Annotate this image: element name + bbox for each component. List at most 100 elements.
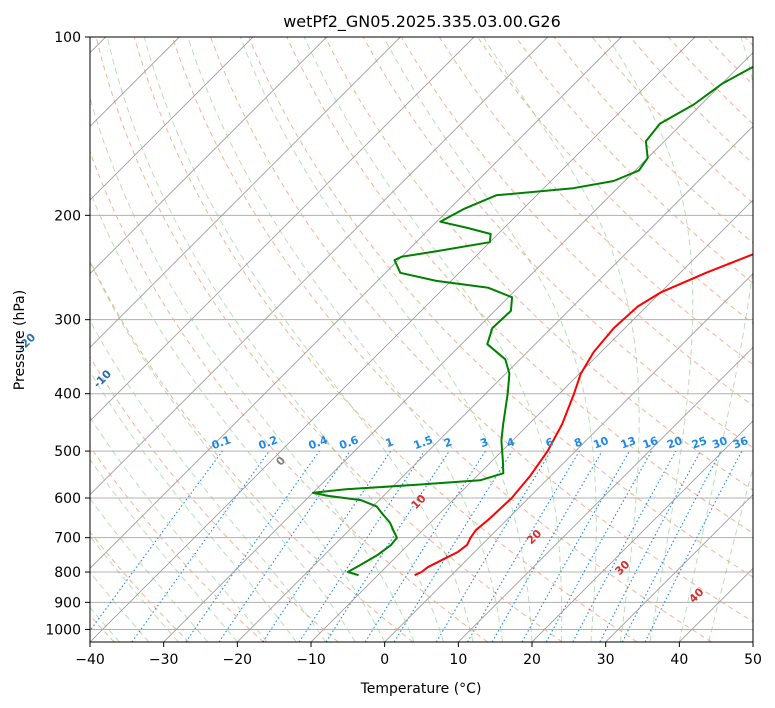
dry-adiabat-line	[248, 37, 753, 578]
dry-adiabat-label: -10	[91, 367, 114, 390]
x-tick-label: −30	[149, 652, 179, 668]
x-axis: −40 −30 −20 −10 0 10 20 30 40 50	[75, 642, 762, 668]
mixing-ratio-label: 0.4	[307, 433, 330, 452]
mixing-ratio-line	[364, 450, 486, 642]
mixing-ratio-label: 16	[641, 434, 660, 452]
isotherm-line	[90, 37, 548, 496]
y-tick-label: 200	[54, 208, 81, 224]
mixing-ratio-label: 4	[505, 435, 517, 450]
y-tick-label: 800	[54, 565, 81, 581]
mixing-ratio-line	[262, 450, 392, 642]
isotherm-line	[90, 37, 475, 422]
mixing-ratio-line	[393, 450, 513, 642]
mixing-ratio-line	[599, 450, 701, 642]
moist-adiabat-line	[90, 189, 386, 642]
moist-adiabat-line	[90, 319, 327, 642]
mixing-ratio-line	[298, 450, 425, 642]
moist-adiabat-line	[678, 37, 753, 642]
mixing-ratio-line	[325, 450, 450, 642]
mixing-ratio-label: 10	[592, 434, 611, 452]
moist-adiabat-line	[708, 466, 753, 642]
moist-adiabat-line	[90, 458, 238, 642]
mixing-ratio-line	[131, 450, 270, 642]
plot-area: 0.10.20.40.611.52346810131620253036-100-…	[15, 36, 754, 643]
moist-adiabat-label: 10	[409, 492, 429, 512]
mixing-ratio-label: 30	[710, 434, 729, 452]
x-tick-label: 0	[380, 652, 389, 668]
moist-adiabat-line	[90, 416, 268, 642]
y-tick-label: 500	[54, 444, 81, 460]
x-tick-label: 30	[597, 652, 615, 668]
temperature-trace	[414, 253, 753, 577]
x-tick-label: 20	[523, 652, 541, 668]
chart-title: wetPf2_GN05.2025.335.03.00.G26	[283, 12, 561, 32]
moist-adiabat-line	[90, 535, 179, 642]
y-tick-label: 400	[54, 387, 81, 403]
isotherm-line	[531, 420, 753, 642]
y-tick-label: 900	[54, 595, 81, 611]
isotherm-line	[752, 641, 753, 642]
moist-adiabat-line	[239, 37, 533, 642]
isotherm-line	[90, 37, 622, 569]
isotherm-line	[384, 273, 753, 642]
x-tick-label: −40	[75, 652, 105, 668]
dry-adiabat-line	[668, 37, 753, 125]
x-tick-label: 40	[670, 652, 688, 668]
isotherm-line	[90, 37, 696, 642]
dry-adiabat-line	[210, 37, 753, 623]
moist-adiabat-line	[90, 260, 356, 642]
plot-frame	[89, 36, 754, 643]
isotherm-gridlines	[90, 37, 753, 642]
mixing-ratio-label: 6	[544, 435, 556, 450]
mixing-ratio-label: 36	[731, 434, 750, 452]
dry-adiabat-line	[90, 445, 264, 642]
mixing-ratio-line	[218, 450, 351, 642]
y-tick-label: 300	[54, 313, 81, 329]
x-tick-label: −20	[223, 652, 253, 668]
dry-adiabat-line	[553, 37, 753, 244]
x-tick-label: 50	[744, 652, 762, 668]
y-axis: 100 200 300 400 500 600 700 800 900 1000	[45, 30, 90, 638]
moist-adiabat-line	[383, 37, 597, 642]
x-tick-label: −10	[296, 652, 326, 668]
dry-adiabat-line	[744, 37, 753, 47]
mixing-ratio-label: 0.1	[210, 433, 233, 452]
isotherm-line	[458, 346, 753, 642]
mixing-ratio-line	[572, 450, 677, 642]
mixing-ratio-label: 0.2	[257, 433, 280, 452]
pressure-gridlines	[90, 37, 753, 630]
dry-adiabat-line	[400, 37, 753, 407]
mixing-ratio-label: 1	[384, 435, 396, 450]
y-tick-label: 700	[54, 531, 81, 547]
mixing-ratio-line	[644, 450, 743, 642]
moist-adiabats	[90, 37, 753, 642]
mixing-ratio-label: 20	[665, 434, 684, 452]
dry-adiabat-line	[90, 259, 414, 642]
isotherm-line	[90, 37, 327, 275]
moist-adiabat-label: 0	[273, 454, 288, 469]
isotherm-line	[310, 199, 753, 642]
mixing-ratio-label: 2	[442, 435, 454, 450]
y-tick-label: 1000	[45, 622, 81, 638]
x-axis-label: Temperature (°C)	[360, 681, 482, 697]
y-tick-label: 100	[54, 30, 81, 46]
isotherm-line	[237, 125, 753, 642]
mixing-ratio-lines	[90, 450, 743, 642]
mixing-ratio-label: 3	[478, 435, 490, 450]
dewpoint-trace	[311, 65, 753, 577]
sounding-traces	[311, 65, 753, 577]
dry-adiabat-line	[591, 37, 753, 204]
mixing-ratio-label: 8	[572, 435, 584, 450]
dry-adiabat-line	[515, 37, 753, 284]
moist-adiabat-line	[90, 370, 297, 642]
isotherm-line	[605, 494, 753, 642]
mixing-ratio-line	[545, 450, 653, 642]
moist-adiabat-line	[90, 497, 209, 642]
dry-adiabat-line	[90, 356, 339, 642]
moist-adiabat-label: 20	[524, 527, 544, 547]
moist-adiabat-line	[143, 37, 474, 642]
moist-adiabat-line	[482, 37, 640, 642]
mixing-ratio-line	[185, 450, 320, 642]
mixing-ratio-label: 25	[690, 434, 709, 451]
mixing-ratio-label: 13	[619, 434, 638, 451]
